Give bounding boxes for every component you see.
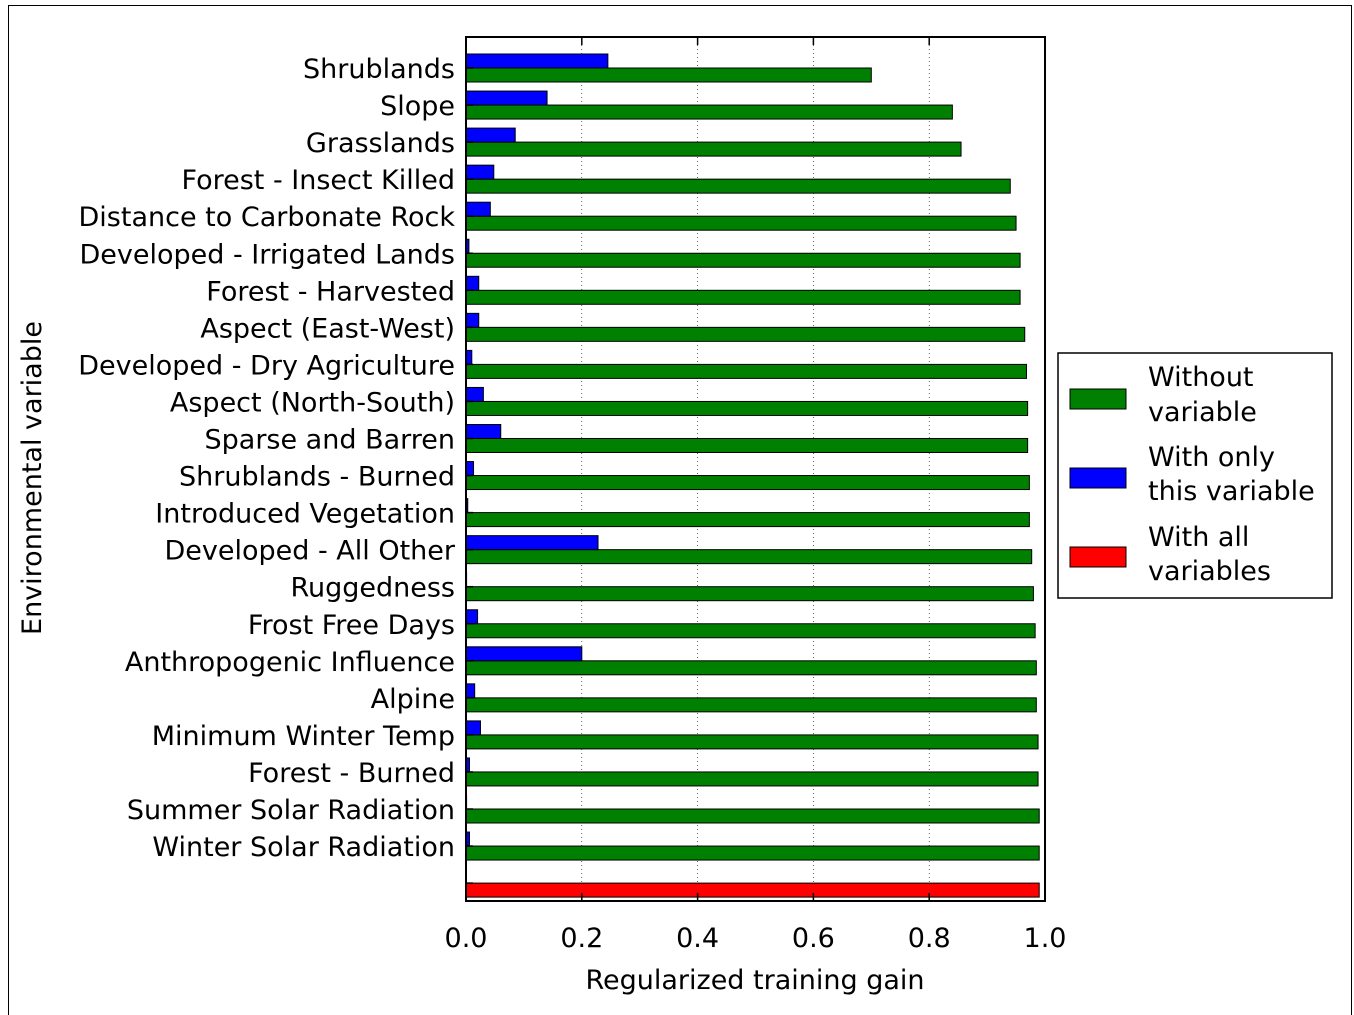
y-axis-label: Environmental variable — [17, 321, 48, 635]
legend-label-without-1: Without — [1148, 362, 1254, 393]
category-label: Forest - Burned — [248, 758, 455, 789]
bar-without-variable — [465, 697, 1037, 713]
x-tick-label: 1.0 — [1024, 923, 1067, 954]
bar-without-variable — [465, 363, 1027, 379]
bar-without-variable — [465, 326, 1026, 342]
category-label: Summer Solar Radiation — [127, 795, 455, 826]
legend: Without variable With only this variable… — [1057, 352, 1333, 599]
bar-without-variable — [465, 475, 1030, 491]
figure-frame — [8, 5, 1352, 1015]
category-label: Frost Free Days — [248, 610, 455, 641]
bar-with-only-variable — [465, 127, 516, 143]
bar-without-variable — [465, 586, 1034, 602]
plot-area — [465, 36, 1046, 902]
bar-without-variable — [465, 549, 1033, 565]
category-label: Grasslands — [306, 128, 455, 159]
bar-with-only-variable — [465, 646, 583, 662]
bar-without-variable — [465, 67, 872, 83]
legend-label-only-1: With only — [1148, 442, 1275, 473]
bar-with-only-variable — [465, 164, 495, 180]
bar-without-variable — [465, 512, 1030, 528]
bar-without-variable — [465, 178, 1011, 194]
bar-with-only-variable — [465, 275, 480, 291]
category-label: Slope — [380, 91, 455, 122]
bar-without-variable — [465, 771, 1039, 787]
bar-with-all-variables — [465, 882, 1040, 898]
bar-without-variable — [465, 141, 962, 157]
x-axis-label: Regularized training gain — [585, 965, 924, 996]
category-label: Forest - Harvested — [206, 276, 455, 307]
legend-swatch-only — [1069, 467, 1127, 489]
bar-with-only-variable — [465, 609, 479, 625]
x-tick-label: 0.6 — [792, 923, 835, 954]
category-label: Introduced Vegetation — [155, 499, 455, 530]
category-labels: Shrublands Slope Grasslands Forest - Insect… — [78, 54, 473, 884]
category-label: Ruggedness — [290, 573, 455, 604]
category-label: Alpine — [371, 684, 455, 715]
bars — [465, 53, 1040, 898]
legend-label-all-2: variables — [1148, 556, 1271, 587]
x-tick-label: 0.8 — [908, 923, 951, 954]
bar-without-variable — [465, 289, 1021, 305]
x-tick-label: 0.2 — [560, 923, 603, 954]
legend-label-only-2: this variable — [1148, 476, 1315, 507]
bar-without-variable — [465, 215, 1017, 231]
bar-with-only-variable — [465, 461, 475, 477]
bar-with-only-variable — [465, 683, 476, 699]
bar-without-variable — [465, 400, 1029, 416]
bar-without-variable — [465, 252, 1021, 268]
bar-with-only-variable — [465, 535, 599, 551]
category-label: Forest - Insect Killed — [182, 165, 456, 196]
category-label: Developed - All Other — [164, 536, 455, 567]
category-label: Winter Solar Radiation — [152, 832, 455, 863]
x-ticks: 0.0 0.2 0.4 0.6 0.8 1.0 — [445, 37, 1067, 954]
x-tick-label: 0.4 — [676, 923, 719, 954]
category-label: Distance to Carbonate Rock — [79, 202, 456, 233]
legend-label-all-1: With all — [1148, 522, 1249, 553]
category-label: Aspect (North-South) — [170, 387, 455, 418]
legend-swatch-all — [1069, 546, 1127, 568]
x-tick-label: 0.0 — [445, 923, 488, 954]
bar-with-only-variable — [465, 424, 502, 439]
bar-without-variable — [465, 660, 1037, 676]
bar-without-variable — [465, 104, 953, 120]
category-label: Shrublands — [303, 54, 455, 85]
legend-swatch-without — [1069, 388, 1127, 410]
bar-without-variable — [465, 845, 1040, 861]
grid-lines — [581, 37, 930, 901]
bar-with-only-variable — [465, 386, 484, 402]
category-label: Anthropogenic Influence — [125, 647, 455, 678]
bar-without-variable — [465, 438, 1029, 453]
bar-with-only-variable — [465, 53, 609, 69]
category-label: Developed - Dry Agriculture — [78, 350, 455, 381]
category-label: Shrublands - Burned — [179, 462, 455, 493]
category-label: Developed - Irrigated Lands — [79, 239, 455, 270]
category-label: Minimum Winter Temp — [152, 721, 455, 752]
legend-label-without-2: variable — [1148, 397, 1257, 428]
bar-with-only-variable — [465, 720, 481, 736]
bar-without-variable — [465, 623, 1036, 639]
bar-with-only-variable — [465, 201, 491, 217]
category-label: Sparse and Barren — [205, 425, 456, 456]
bar-with-only-variable — [465, 312, 480, 328]
bar-without-variable — [465, 734, 1039, 750]
bar-with-only-variable — [465, 90, 548, 106]
bar-without-variable — [465, 808, 1040, 824]
category-label: Aspect (East-West) — [200, 313, 455, 344]
